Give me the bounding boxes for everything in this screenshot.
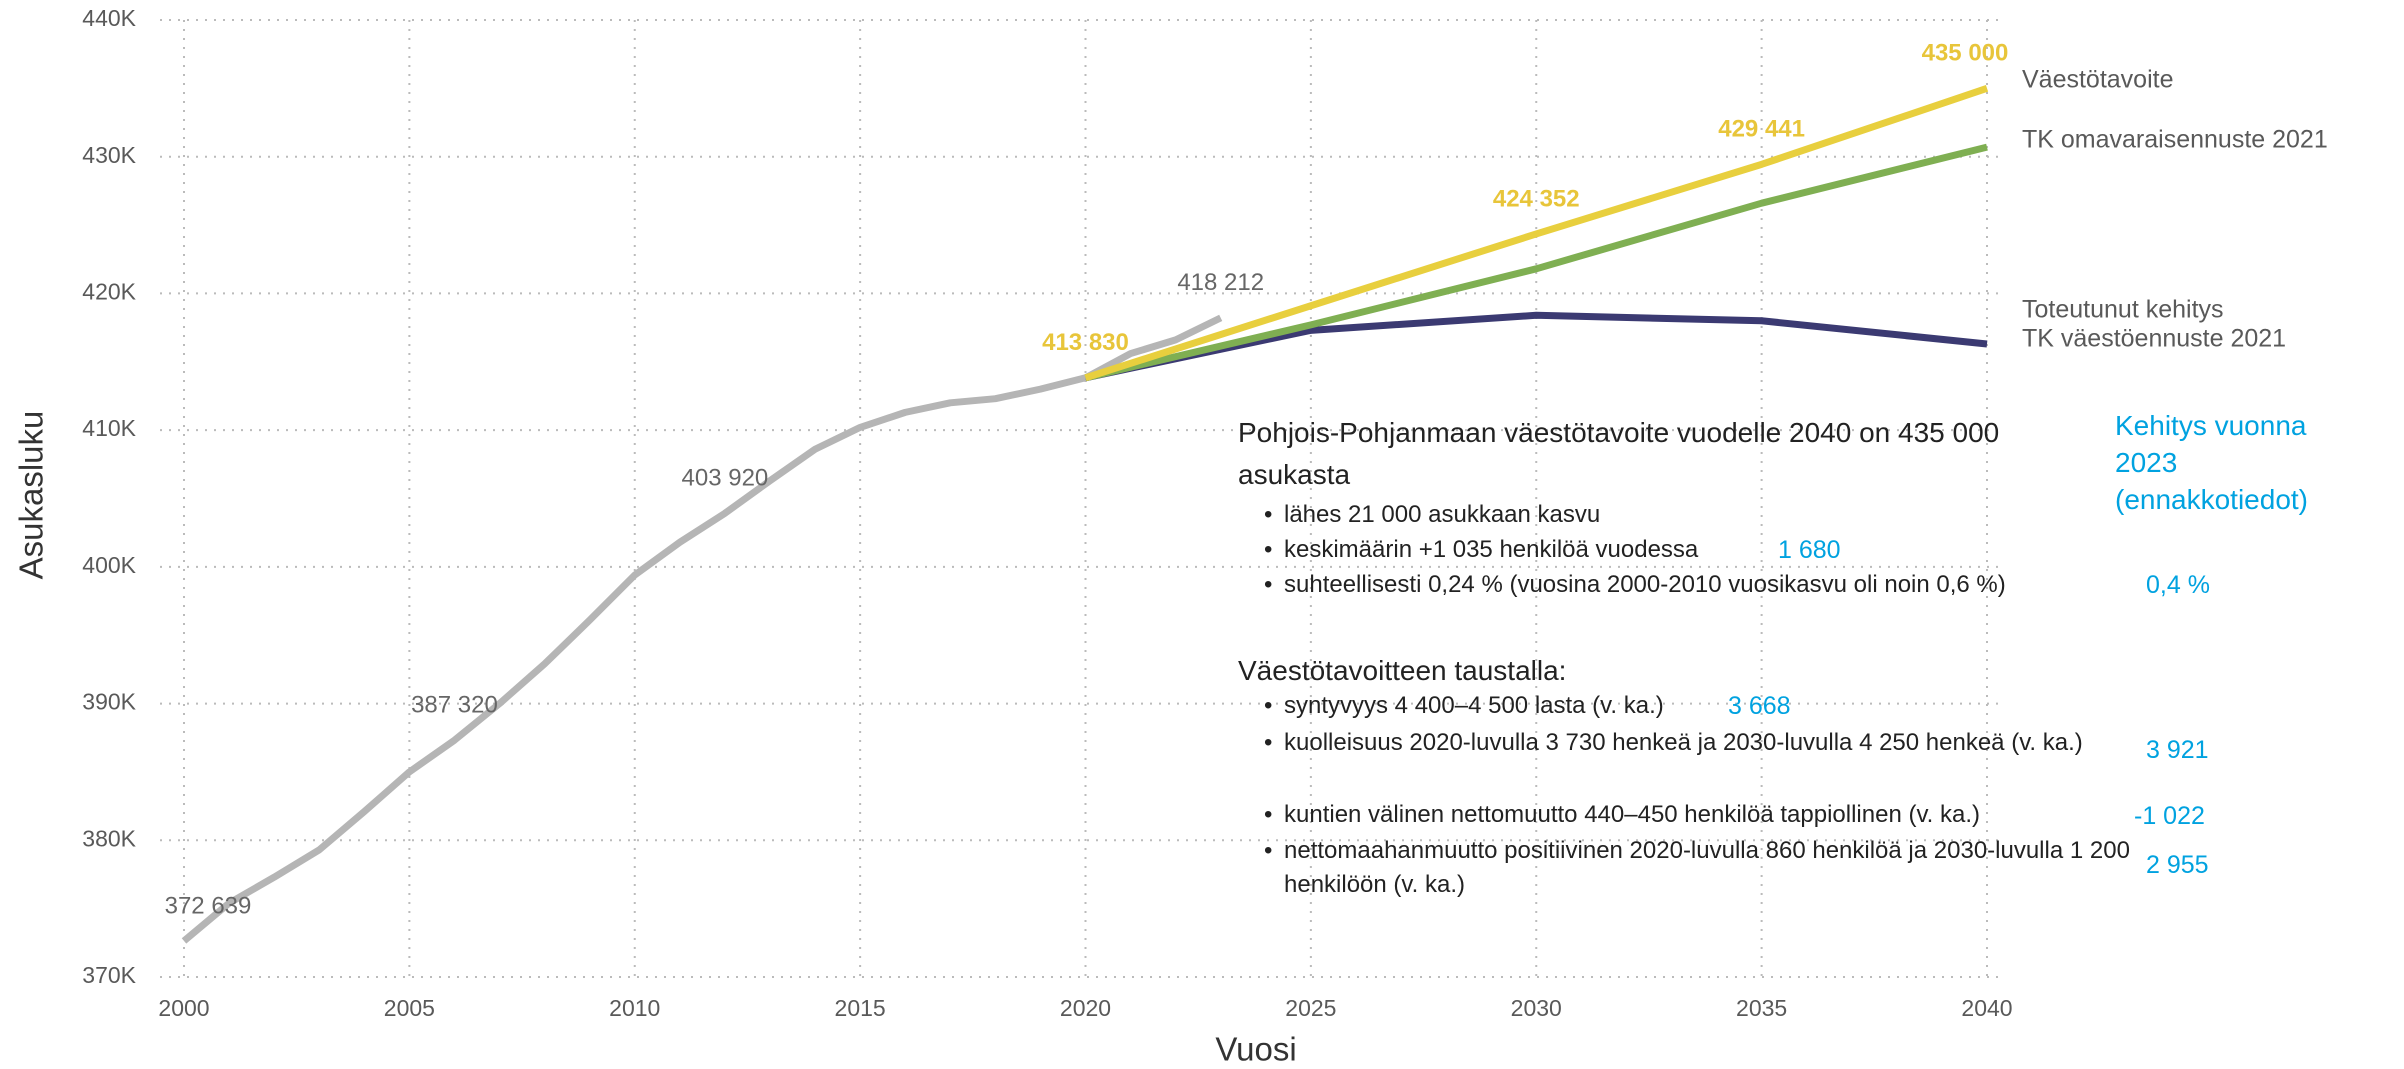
x-tick-label: 2000 xyxy=(158,995,209,1021)
bullet: keskimäärin +1 035 henkilöä vuodessa xyxy=(1256,533,2164,567)
data-label: 387 320 xyxy=(411,692,498,719)
series-label: TK väestöennuste 2021 xyxy=(2022,325,2286,353)
bullet-value: 3 921 xyxy=(2146,736,2209,764)
y-tick-label: 430K xyxy=(82,142,136,168)
data-label: 435 000 xyxy=(1922,40,2009,67)
bullet-value: 1 680 xyxy=(1778,536,1841,564)
data-label: 403 920 xyxy=(682,465,769,492)
x-axis-title: Vuosi xyxy=(1215,1031,1296,1068)
data-label: 372 639 xyxy=(165,892,252,919)
data-label: 429 441 xyxy=(1718,116,1805,143)
bullet: suhteellisesti 0,24 % (vuosina 2000-2010… xyxy=(1256,568,2164,602)
y-axis-title: Asukasluku xyxy=(13,411,50,580)
heading: Pohjois-Pohjanmaan väestötavoite vuodell… xyxy=(1238,417,2000,490)
bullet-value: 2 955 xyxy=(2146,851,2209,879)
x-tick-label: 2030 xyxy=(1511,995,1562,1021)
y-tick-label: 440K xyxy=(82,5,136,31)
y-tick-label: 380K xyxy=(82,825,136,851)
bullet: kuntien välinen nettomuutto 440–450 henk… xyxy=(1256,798,2184,832)
x-tick-label: 2025 xyxy=(1285,995,1336,1021)
heading: Väestötavoitteen taustalla: xyxy=(1238,655,1567,686)
x-tick-label: 2020 xyxy=(1060,995,1111,1021)
series-line xyxy=(1084,311,1988,382)
y-tick-label: 390K xyxy=(82,689,136,715)
x-tick-label: 2015 xyxy=(835,995,886,1021)
y-tick-label: 410K xyxy=(82,415,136,441)
bullet-value: 3 668 xyxy=(1728,692,1791,720)
bullet: kuolleisuus 2020-luvulla 3 730 henkeä ja… xyxy=(1256,726,2149,760)
bullet-value: -1 022 xyxy=(2134,802,2205,830)
x-tick-label: 2040 xyxy=(1961,995,2012,1021)
y-tick-label: 420K xyxy=(82,279,136,305)
bullet: lähes 21 000 asukkaan kasvu xyxy=(1256,498,2164,532)
bullet-value: 0,4 % xyxy=(2146,571,2210,599)
y-tick-label: 370K xyxy=(82,962,136,988)
series-line xyxy=(1084,143,1988,382)
series-label: Toteutunut kehitys xyxy=(2022,296,2224,324)
series-label: TK omavaraisennuste 2021 xyxy=(2022,126,2328,154)
x-tick-label: 2010 xyxy=(609,995,660,1021)
bullet: syntyvyys 4 400–4 500 lasta (v. ka.) xyxy=(1256,689,2149,723)
series-line xyxy=(1084,85,1989,382)
y-tick-label: 400K xyxy=(82,552,136,578)
data-label: 418 212 xyxy=(1177,269,1264,296)
data-label: 424 352 xyxy=(1493,185,1580,212)
data-label: 413 830 xyxy=(1042,329,1129,356)
bullet: nettomaahanmuutto positiivinen 2020-luvu… xyxy=(1256,834,2149,902)
x-tick-label: 2035 xyxy=(1736,995,1787,1021)
series-label: Väestötavoite xyxy=(2022,66,2174,94)
series-line xyxy=(181,314,1223,944)
x-tick-label: 2005 xyxy=(384,995,435,1021)
